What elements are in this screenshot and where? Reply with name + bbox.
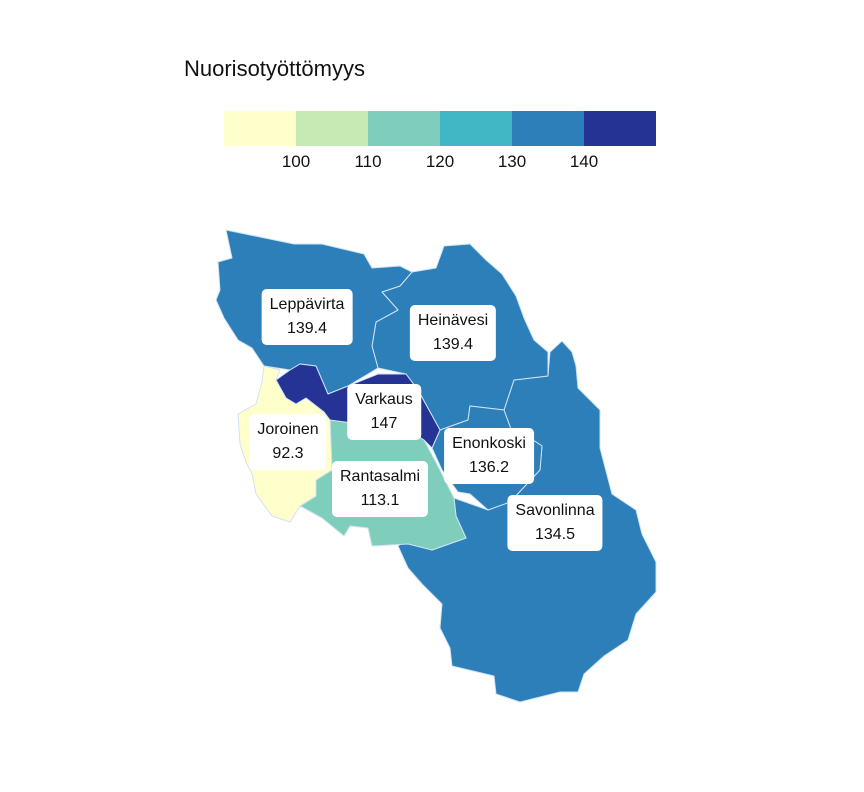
label-savonlinna-name: Savonlinna — [515, 502, 595, 519]
label-leppavirta-value: 139.4 — [286, 320, 328, 337]
label-leppavirta-name: Leppävirta — [269, 296, 345, 313]
label-savonlinna-value: 134.5 — [534, 526, 576, 543]
label-rantasalmi: Rantasalmi 113.1 — [331, 461, 429, 517]
color-legend — [224, 111, 656, 146]
label-rantasalmi-name: Rantasalmi — [339, 468, 421, 485]
legend-tick-110: 110 — [354, 152, 382, 171]
legend-title: Nuorisotyöttömyys — [184, 56, 365, 81]
legend-tick-130: 130 — [497, 152, 527, 171]
label-enonkoski: Enonkoski 136.2 — [444, 428, 534, 484]
label-heinavesi-name: Heinävesi — [417, 312, 489, 329]
legend-swatch-3 — [368, 111, 440, 146]
legend-ticks: 100 110 120 130 140 — [224, 152, 656, 176]
legend-tick-100: 100 — [281, 152, 311, 171]
legend-swatch-4 — [440, 111, 512, 146]
label-varkaus: Varkaus 147 — [347, 384, 421, 440]
label-varkaus-name: Varkaus — [355, 391, 413, 408]
legend-tick-140: 140 — [569, 152, 599, 171]
label-varkaus-value: 147 — [370, 415, 398, 432]
label-leppavirta: Leppävirta 139.4 — [261, 289, 353, 345]
label-heinavesi: Heinävesi 139.4 — [409, 305, 497, 361]
label-joroinen-value: 92.3 — [272, 445, 304, 462]
label-joroinen-name: Joroinen — [257, 421, 319, 438]
label-joroinen: Joroinen 92.3 — [249, 414, 327, 470]
legend-swatch-6 — [584, 111, 656, 146]
legend-swatch-2 — [296, 111, 368, 146]
label-heinavesi-value: 139.4 — [432, 336, 474, 353]
label-enonkoski-name: Enonkoski — [452, 435, 526, 452]
label-savonlinna: Savonlinna 134.5 — [507, 495, 603, 551]
label-rantasalmi-value: 113.1 — [360, 492, 400, 509]
legend-tick-120: 120 — [425, 152, 455, 171]
legend-swatch-5 — [512, 111, 584, 146]
legend-swatch-1 — [224, 111, 296, 146]
label-enonkoski-value: 136.2 — [468, 459, 510, 476]
